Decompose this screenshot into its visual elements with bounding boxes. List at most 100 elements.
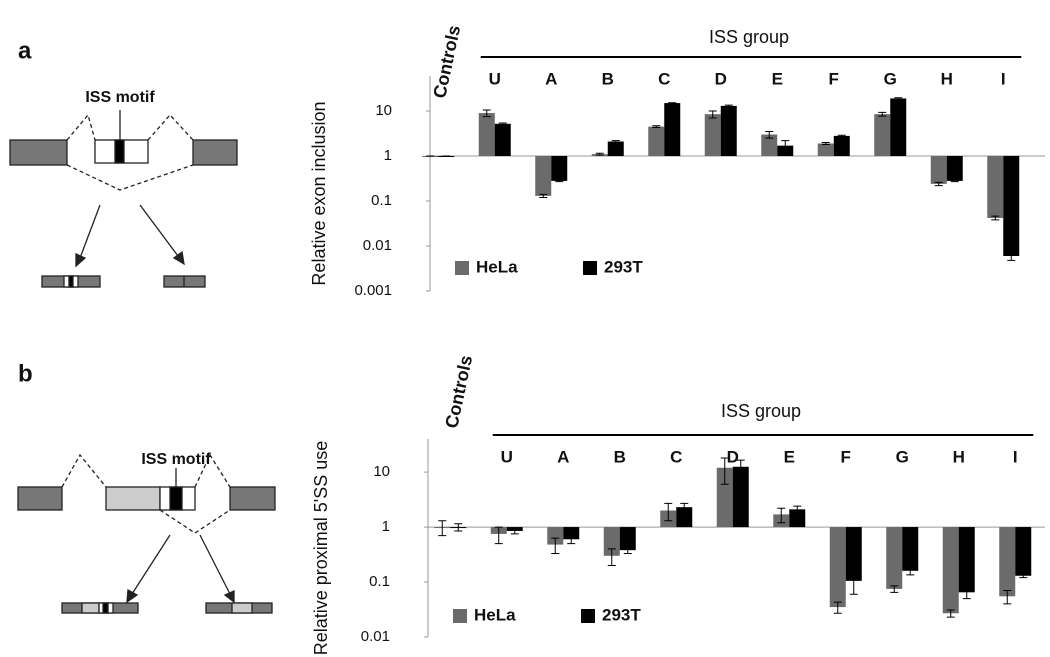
category-label: A	[545, 69, 557, 88]
intron	[194, 453, 231, 488]
intron	[66, 113, 96, 141]
arrowhead	[126, 588, 139, 604]
exon	[229, 486, 276, 511]
bar	[535, 156, 552, 196]
error-bar	[498, 122, 507, 126]
error-bar	[720, 457, 729, 485]
y-tick-label: 10	[375, 102, 392, 119]
arrow	[79, 204, 101, 259]
error-bar	[821, 141, 830, 146]
category-label: A	[557, 447, 569, 466]
legend-label: 293T	[602, 605, 641, 624]
bar	[478, 113, 495, 157]
category-label: U	[489, 69, 501, 88]
error-bar	[454, 523, 463, 532]
error-bar	[736, 459, 745, 477]
error-bar	[539, 193, 548, 198]
category-label: I	[1013, 447, 1018, 466]
category-label: D	[715, 69, 727, 88]
error-bar	[991, 215, 1000, 221]
bar	[547, 527, 564, 545]
arrow	[199, 534, 231, 595]
error-bar	[906, 566, 915, 576]
error-bar	[962, 586, 971, 600]
category-label: F	[829, 69, 839, 88]
category-label: C	[670, 447, 682, 466]
legend-label: HeLa	[476, 257, 518, 276]
bar	[716, 467, 733, 528]
diagram-label: ISS motif	[85, 89, 155, 106]
error-bar	[878, 111, 887, 117]
category-label: B	[614, 447, 626, 466]
y-tick-label: 10	[373, 463, 390, 480]
bar	[704, 114, 721, 157]
bar	[886, 527, 903, 589]
intron	[159, 509, 231, 534]
exon	[9, 139, 68, 166]
arrowhead	[75, 252, 87, 268]
error-bar	[781, 140, 790, 153]
bar	[789, 509, 806, 528]
exon	[105, 486, 161, 511]
bar	[987, 156, 1004, 218]
bar	[845, 527, 862, 581]
bar	[563, 527, 580, 540]
bar	[619, 527, 636, 551]
panel-label: b	[18, 360, 33, 387]
y-tick-label: 0.01	[363, 237, 392, 254]
bar	[999, 527, 1016, 597]
category-label: Controls	[441, 353, 476, 430]
error-bar	[894, 97, 903, 100]
error-bar	[833, 601, 842, 614]
bar	[720, 105, 737, 157]
bar	[958, 527, 975, 593]
category-label: G	[884, 69, 897, 88]
error-bar	[551, 537, 560, 555]
legend-label: 293T	[604, 257, 643, 276]
error-bar	[494, 526, 503, 545]
y-axis-label: Relative exon inclusion	[309, 101, 329, 285]
legend-swatch	[583, 261, 597, 275]
error-bar	[668, 102, 677, 104]
y-tick-label: 1	[384, 147, 392, 164]
product-exon	[231, 602, 253, 614]
bar	[930, 156, 947, 184]
motif	[102, 602, 109, 614]
error-bar	[555, 179, 564, 183]
error-bar	[664, 502, 673, 522]
category-label: H	[941, 69, 953, 88]
exon	[192, 139, 238, 166]
error-bar	[607, 548, 616, 566]
error-bar	[946, 609, 955, 618]
category-label: H	[953, 447, 965, 466]
diagram-a	[9, 110, 238, 288]
error-bar	[1007, 251, 1016, 261]
category-label: G	[896, 447, 909, 466]
error-bar	[890, 585, 899, 593]
bar	[890, 98, 907, 157]
bar	[902, 527, 919, 571]
error-bar	[708, 110, 717, 119]
legend-label: HeLa	[474, 605, 516, 624]
error-bar	[510, 527, 519, 535]
group-label: ISS group	[721, 401, 801, 421]
error-bar	[1003, 590, 1012, 605]
bar	[1003, 156, 1020, 256]
category-label: Controls	[429, 23, 464, 100]
bar	[761, 134, 778, 157]
legend-swatch	[455, 261, 469, 275]
bar	[648, 126, 665, 157]
category-label: E	[772, 69, 783, 88]
bar	[607, 141, 624, 157]
bar	[551, 156, 568, 181]
motif	[114, 139, 125, 164]
bar	[732, 466, 749, 528]
error-bar	[595, 152, 604, 156]
intron	[61, 453, 107, 488]
error-bar	[1019, 573, 1028, 579]
error-bar	[438, 520, 447, 537]
legend-swatch	[453, 609, 467, 623]
product-exon	[81, 602, 100, 614]
y-tick-label: 0.01	[361, 628, 390, 645]
